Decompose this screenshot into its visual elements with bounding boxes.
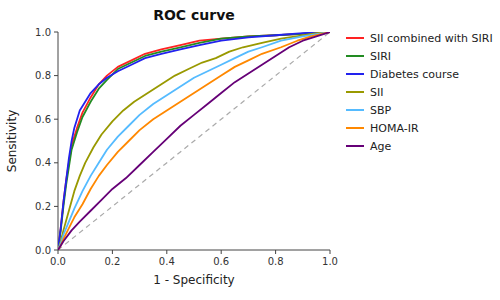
legend-swatch [346, 37, 364, 39]
axes: 0.0 0.2 0.4 0.6 0.8 1.0 0.0 0.2 0.4 0.6 0.8 1.0 [35, 27, 338, 268]
y-tick-label: 0.2 [35, 201, 51, 212]
plot-area [58, 32, 330, 250]
x-axis-label: 1 - Specificity [153, 273, 234, 287]
x-tick-label: 0.8 [268, 256, 284, 267]
x-tick-label: 0.0 [50, 256, 66, 267]
y-tick [54, 206, 58, 207]
legend-swatch [346, 73, 364, 75]
y-tick-label: 0.6 [35, 114, 51, 125]
roc-line [58, 32, 330, 250]
y-tick [54, 75, 58, 76]
y-tick [54, 32, 58, 33]
x-tick [221, 250, 222, 254]
y-tick-label: 0.0 [35, 245, 51, 256]
legend-label: HOMA-IR [370, 122, 419, 135]
chart-title: ROC curve [153, 7, 235, 23]
x-tick [58, 250, 59, 254]
x-tick [275, 250, 276, 254]
chart-container: 0.0 0.2 0.4 0.6 0.8 1.0 0.0 0.2 0.4 0.6 0.8 1.0 1 - … [0, 0, 500, 300]
roc-line [58, 32, 330, 250]
y-axis-label: Sensitivity [5, 110, 19, 172]
roc-line [58, 32, 330, 250]
legend-swatch [346, 109, 364, 111]
legend-label: Diabetes course [370, 68, 459, 81]
roc-line [58, 32, 330, 250]
x-tick-label: 0.2 [104, 256, 120, 267]
y-tick-label: 1.0 [35, 27, 51, 38]
x-axis-line [58, 250, 330, 251]
legend-label: Age [370, 140, 392, 153]
y-tick [54, 162, 58, 163]
roc-line [58, 32, 330, 250]
x-tick-label: 0.6 [213, 256, 229, 267]
x-tick-label: 1.0 [322, 256, 338, 267]
y-tick [54, 250, 58, 251]
legend-swatch [346, 145, 364, 147]
y-axis-line [58, 32, 59, 250]
reference-line [58, 32, 330, 250]
roc-line [58, 32, 330, 250]
y-tick [54, 119, 58, 120]
y-tick-label: 0.8 [35, 70, 51, 81]
legend-swatch [346, 127, 364, 129]
legend: SII combined with SIRI SIRI Diabetes cours… [346, 32, 493, 153]
x-tick-label: 0.4 [159, 256, 175, 267]
legend-swatch [346, 91, 364, 93]
legend-label: SII combined with SIRI [370, 32, 493, 45]
legend-label: SII [370, 86, 383, 99]
roc-line [58, 32, 330, 250]
x-tick [112, 250, 113, 254]
chart: 0.0 0.2 0.4 0.6 0.8 1.0 0.0 0.2 0.4 0.6 0.8 1.0 1 - … [0, 0, 500, 300]
x-tick [166, 250, 167, 254]
legend-label: SIRI [370, 50, 391, 63]
legend-label: SBP [370, 104, 392, 117]
y-tick-label: 0.4 [35, 157, 51, 168]
legend-swatch [346, 55, 364, 57]
x-tick [330, 250, 331, 254]
